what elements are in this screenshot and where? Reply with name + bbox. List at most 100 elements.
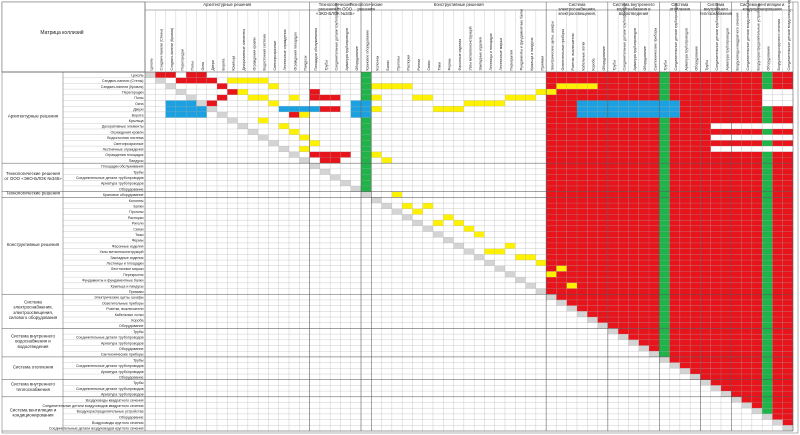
- matrix-cell: [751, 294, 763, 300]
- matrix-cell: [669, 248, 680, 255]
- column-group-label: Архитектурные решения: [203, 2, 251, 7]
- row-item-label: Ворота: [132, 113, 144, 117]
- matrix-cell: [751, 362, 763, 369]
- matrix-cell: [597, 254, 608, 261]
- matrix-cell: [731, 339, 742, 346]
- matrix-cell: [782, 339, 793, 346]
- matrix-cell: [741, 214, 752, 221]
- matrix-cell: [638, 317, 649, 323]
- matrix-cell: [741, 322, 752, 329]
- column-item-label: Электрические щиты, шкафы: [551, 21, 555, 71]
- matrix-cell: [741, 391, 752, 397]
- matrix-cell: [710, 254, 721, 261]
- matrix-cell: [659, 277, 670, 283]
- column-group-label: Система электроснабжения, электроосвещения…: [558, 2, 596, 16]
- matrix-cell: [556, 146, 567, 152]
- matrix-cell: [556, 111, 567, 118]
- matrix-cell: [782, 163, 793, 169]
- matrix-cell: [597, 94, 608, 101]
- matrix-cell: [690, 265, 701, 272]
- matrix-cell: [597, 117, 608, 124]
- matrix-cell: [618, 282, 629, 289]
- matrix-cell: [546, 277, 557, 283]
- matrix-cell: [587, 191, 598, 198]
- matrix-cell: [731, 271, 742, 278]
- matrix-cell: [679, 94, 691, 101]
- matrix-cell: [772, 185, 783, 192]
- column-item-label: Соединительные детали трубопроводов: [674, 3, 678, 71]
- row-item-label: Короба: [131, 318, 143, 322]
- matrix-cell: [721, 288, 732, 295]
- matrix-cell: [607, 180, 619, 186]
- matrix-cell: [566, 225, 577, 232]
- matrix-cell: [227, 117, 238, 124]
- matrix-cell: [679, 180, 691, 186]
- matrix-cell: [690, 117, 701, 124]
- matrix-cell: [772, 271, 783, 278]
- row-group-label: Конструктивные решения: [7, 242, 60, 247]
- matrix-cell: [597, 237, 608, 243]
- matrix-cell: [618, 197, 629, 204]
- matrix-cell: [762, 368, 773, 375]
- matrix-cell: [577, 168, 588, 175]
- matrix-cell: [731, 220, 742, 226]
- column-item-label: Связи: [427, 60, 431, 70]
- matrix-cell: [546, 180, 557, 186]
- matrix-cell: [690, 328, 701, 335]
- matrix-cell: [361, 168, 372, 175]
- row-group-label: Архитектурные решения: [8, 114, 59, 119]
- matrix-cell: [638, 123, 649, 129]
- matrix-cell: [628, 322, 639, 329]
- matrix-cell: [628, 305, 639, 312]
- matrix-cell: [659, 220, 670, 226]
- matrix-cell: [422, 94, 433, 101]
- matrix-cell: [710, 322, 721, 329]
- matrix-cell: [330, 94, 341, 101]
- matrix-cell: [546, 191, 557, 198]
- matrix-cell: [679, 134, 691, 141]
- matrix-cell: [700, 294, 711, 300]
- matrix-cell: [721, 174, 732, 181]
- matrix-cell: [566, 242, 577, 249]
- matrix-cell: [618, 322, 629, 329]
- matrix-cell: [638, 180, 649, 186]
- matrix-cell: [762, 288, 773, 295]
- matrix-cell: [772, 220, 783, 226]
- matrix-cell: [638, 185, 649, 192]
- matrix-cell: [741, 351, 752, 357]
- matrix-cell: [700, 77, 711, 84]
- matrix-cell: [649, 334, 660, 340]
- matrix-cell: [762, 128, 773, 135]
- matrix-cell: [669, 151, 680, 158]
- matrix-cell: [638, 83, 649, 90]
- matrix-cell: [679, 317, 691, 323]
- matrix-cell: [289, 106, 300, 112]
- matrix-cell: [577, 117, 588, 124]
- column-item-label: Сантехнические приборы: [653, 27, 657, 70]
- matrix-cell: [361, 146, 372, 152]
- matrix-cell: [690, 191, 701, 198]
- matrix-cell: [782, 174, 793, 181]
- matrix-cell: [690, 163, 701, 169]
- matrix-cell: [659, 180, 670, 186]
- matrix-cell: [710, 242, 721, 249]
- matrix-cell: [751, 231, 763, 238]
- matrix-cell: [546, 72, 557, 78]
- matrix-cell: [649, 271, 660, 278]
- matrix-cell: [597, 299, 608, 306]
- row-item-label: Ограждения площадок: [105, 153, 144, 157]
- matrix-cell: [710, 294, 721, 300]
- matrix-cell: [638, 94, 649, 101]
- matrix-cell: [751, 83, 763, 90]
- matrix-cell: [741, 180, 752, 186]
- row-group-label: Система внутреннего теплоснабжения: [11, 382, 56, 392]
- matrix-cell: [741, 185, 752, 192]
- matrix-cell: [566, 231, 577, 238]
- matrix-cell: [607, 225, 619, 232]
- matrix-cell: [566, 260, 577, 266]
- matrix-cell: [607, 220, 619, 226]
- matrix-cell: [556, 128, 567, 135]
- matrix-cell: [587, 237, 598, 243]
- matrix-cell: [782, 214, 793, 221]
- matrix-cell: [751, 374, 763, 380]
